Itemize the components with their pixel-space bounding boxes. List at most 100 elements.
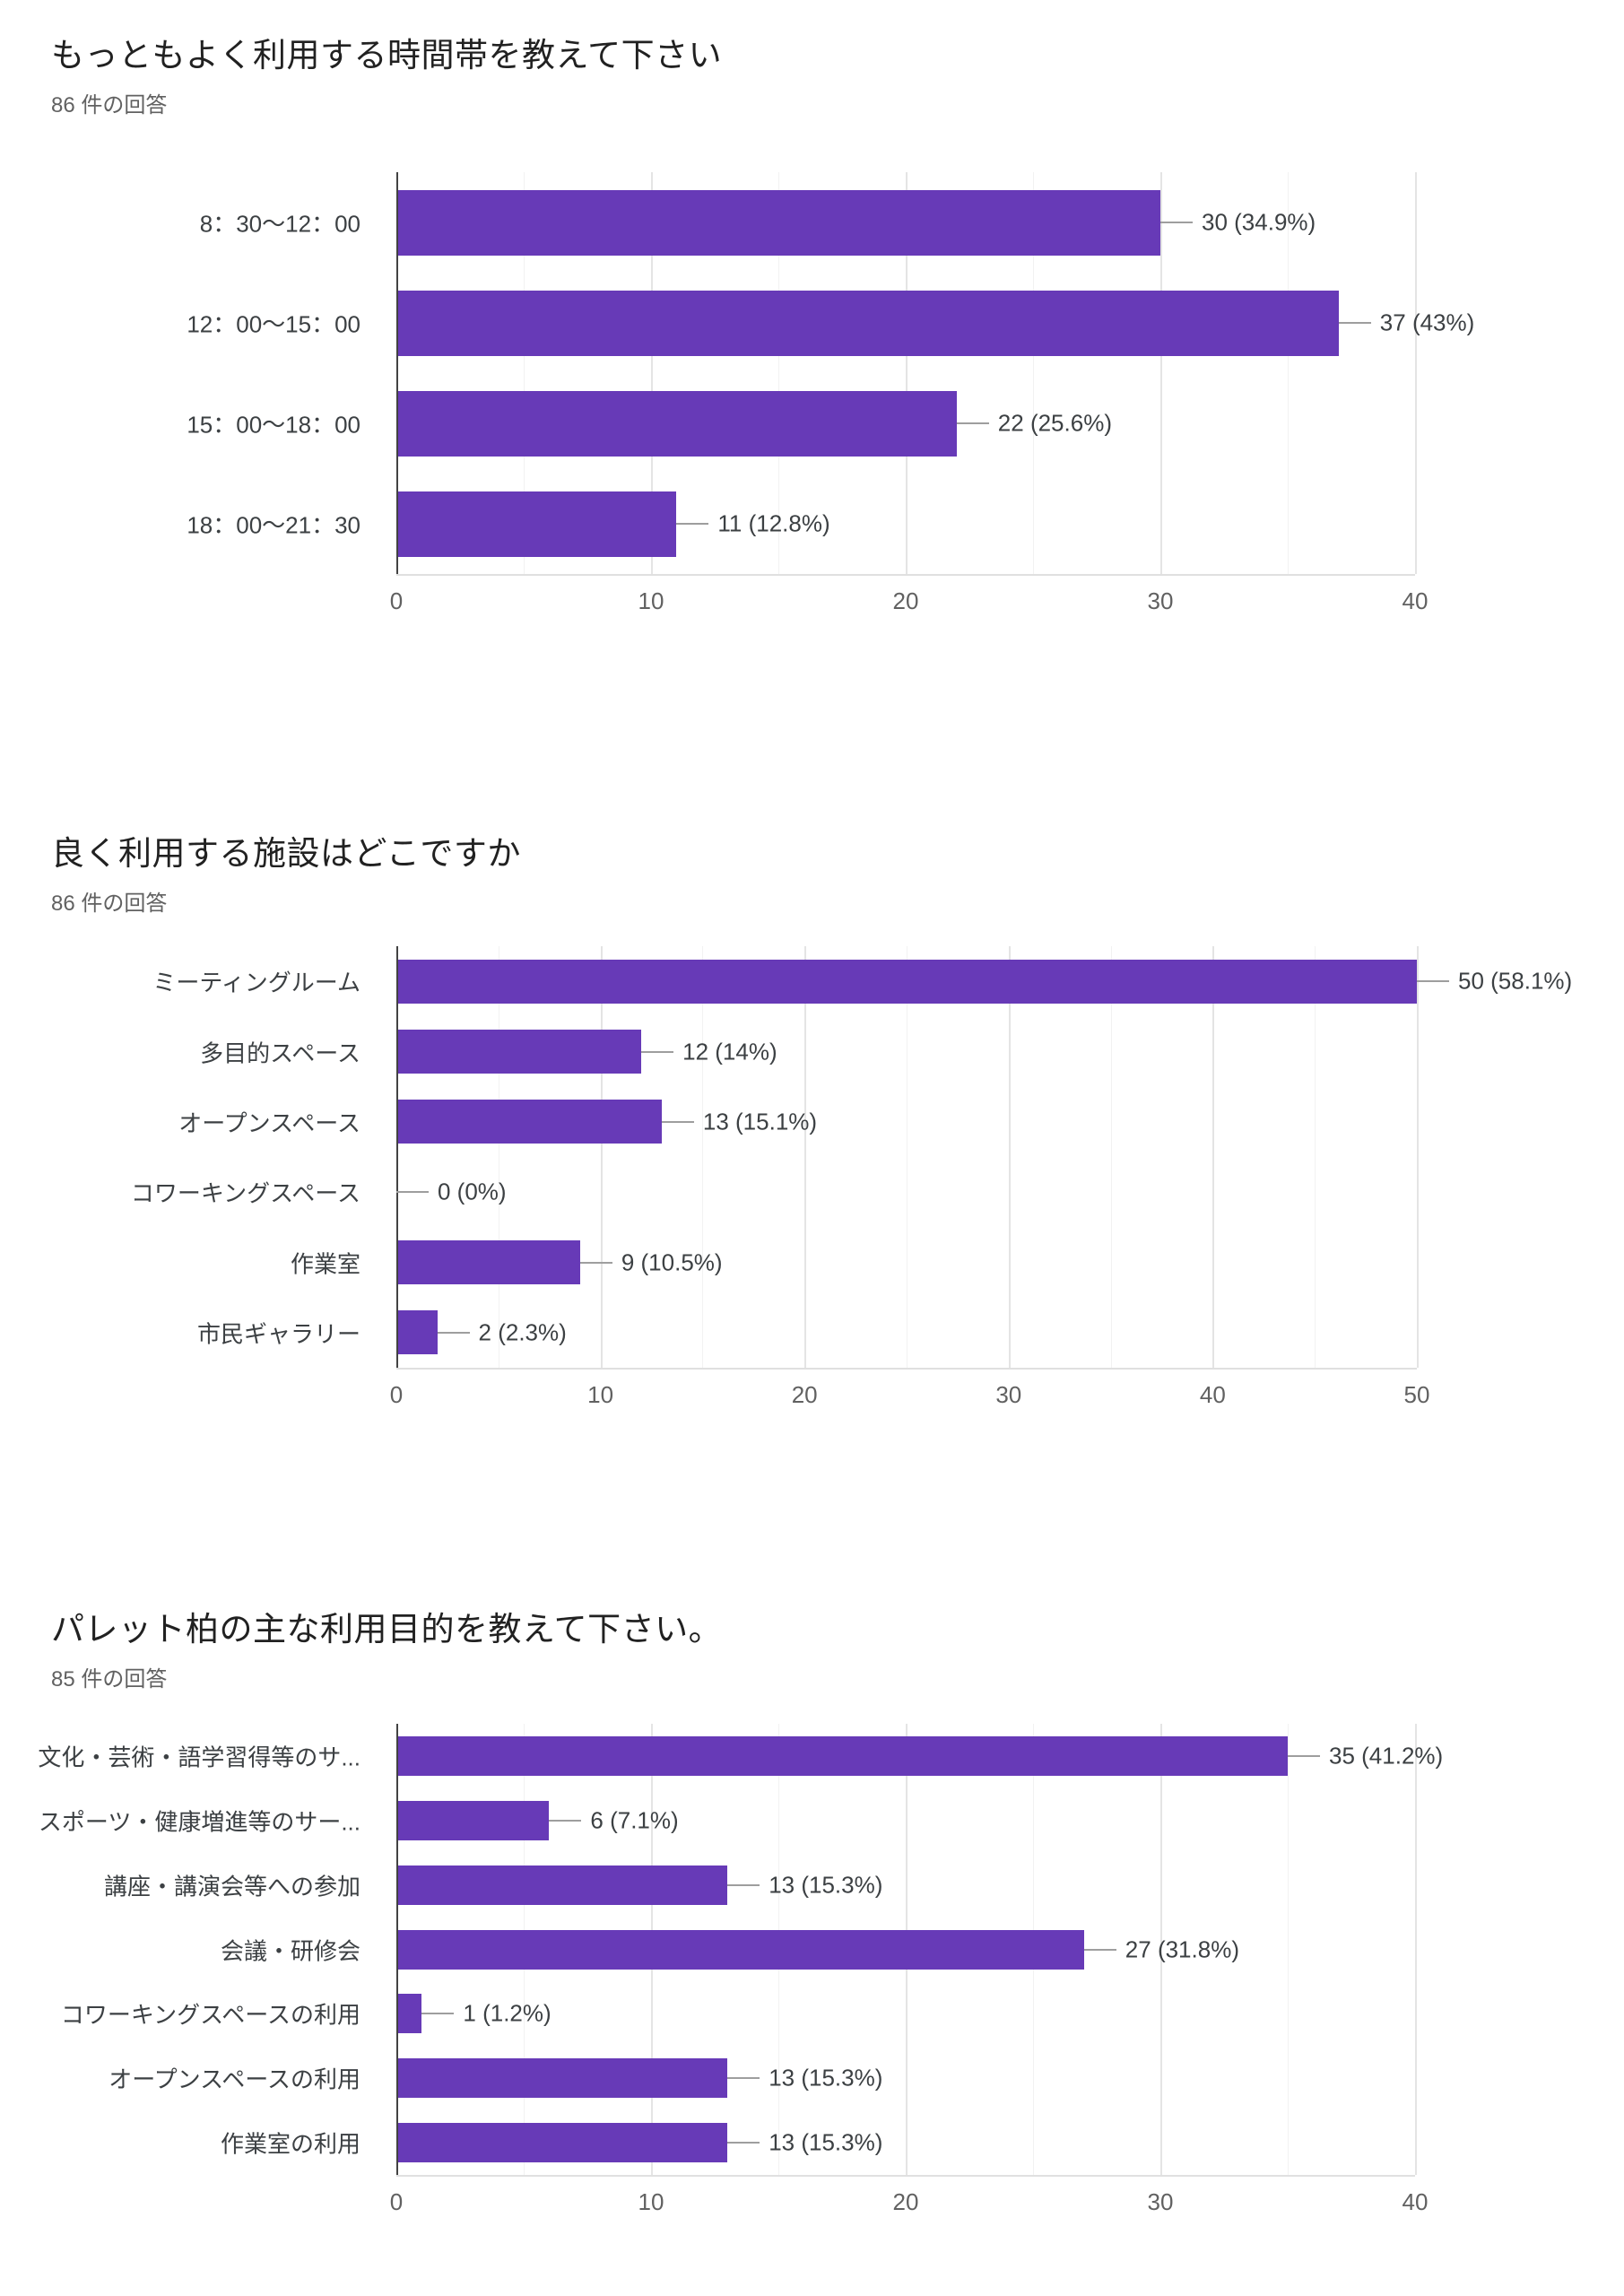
category-label: 作業室: [290, 1250, 360, 1277]
chart-main-purpose: パレット柏の主な利用目的を教えて下さい。 85 件の回答 0 10 20 30 40 文化…: [0, 1596, 1624, 2278]
minor-gridline: [1288, 172, 1289, 574]
value-label: 11 (12.8%): [717, 509, 830, 537]
category-label: 会議・研修会: [220, 1937, 360, 1964]
bar: [398, 1030, 642, 1074]
major-gridline: [1008, 946, 1011, 1368]
category-label: 文化・芸術・語学習得等のサ...: [38, 1744, 360, 1771]
x-tick-label: 40: [1199, 1381, 1226, 1408]
major-gridline: [1415, 1724, 1417, 2175]
value-label: 27 (31.8%): [1125, 1935, 1239, 1962]
value-connector-line: [437, 1331, 470, 1334]
value-connector-line: [641, 1050, 674, 1053]
major-gridline: [906, 172, 908, 574]
bar: [398, 1735, 1288, 1776]
x-tick-label: 10: [587, 1381, 614, 1408]
x-tick-label: 30: [1147, 2188, 1174, 2215]
value-connector-line: [549, 1819, 582, 1822]
y-axis-line: [396, 172, 398, 574]
value-label: 13 (15.3%): [769, 1871, 883, 1899]
bar: [398, 1240, 580, 1284]
value-label: 2 (2.3%): [478, 1318, 567, 1346]
category-label: コワーキングスペースの利用: [60, 2001, 360, 2029]
x-tick-label: 40: [1402, 2188, 1429, 2215]
minor-gridline: [778, 172, 779, 574]
x-tick-label: 0: [389, 2188, 404, 2215]
value-label: 30 (34.9%): [1202, 208, 1316, 236]
value-label: 37 (43%): [1379, 309, 1475, 336]
category-label: 多目的スペース: [200, 1039, 360, 1066]
minor-gridline: [524, 172, 525, 574]
value-label: 6 (7.1%): [590, 1806, 679, 1834]
value-connector-line: [956, 422, 989, 424]
value-connector-line: [1288, 1754, 1320, 1757]
bar: [398, 1929, 1084, 1970]
major-gridline: [651, 172, 653, 574]
value-connector-line: [1083, 1948, 1116, 1951]
bar: [398, 1310, 438, 1355]
value-connector-line: [676, 523, 709, 525]
chart-title: もっともよく利用する時間帯を教えて下さい: [51, 37, 723, 74]
value-label: 9 (10.5%): [621, 1248, 723, 1275]
bar: [398, 2123, 728, 2163]
bar: [398, 1800, 550, 1840]
x-tick-label: 0: [389, 1381, 404, 1408]
x-tick-label: 50: [1403, 1381, 1430, 1408]
bar: [398, 1100, 662, 1144]
value-connector-line: [579, 1261, 612, 1264]
major-gridline: [804, 946, 807, 1368]
category-label: スポーツ・健康増進等のサー...: [38, 1808, 360, 1836]
value-connector-line: [421, 2013, 455, 2015]
x-axis-baseline: [396, 1368, 1417, 1370]
x-tick-label: 10: [638, 2188, 664, 2215]
chart-title: 良く利用する施設はどこですか: [51, 835, 521, 872]
minor-gridline: [1315, 946, 1316, 1368]
chart-most-used-facility: 良く利用する施設はどこですか 86 件の回答 0 10 20 30 40 50 ミーティング…: [0, 821, 1624, 1466]
response-count: 86 件の回答: [51, 93, 168, 117]
major-gridline: [1212, 946, 1215, 1368]
bar: [398, 290, 1339, 356]
value-connector-line: [661, 1120, 694, 1123]
value-label: 35 (41.2%): [1329, 1742, 1444, 1770]
value-label: 50 (58.1%): [1458, 967, 1573, 995]
major-gridline: [1160, 1724, 1162, 2175]
chart-title: パレット柏の主な利用目的を教えて下さい。: [51, 1611, 723, 1648]
major-gridline: [1160, 172, 1162, 574]
minor-gridline: [702, 946, 704, 1368]
x-tick-label: 40: [1402, 587, 1429, 614]
value-connector-line: [727, 2142, 760, 2144]
category-label: 15：00〜18：00: [187, 411, 360, 439]
chart-most-used-timeband: もっともよく利用する時間帯を教えて下さい 86 件の回答 0 10 20 30 40 8：…: [0, 22, 1624, 673]
bar: [398, 1865, 728, 1905]
response-count: 85 件の回答: [51, 1667, 168, 1692]
bar: [398, 2058, 728, 2099]
category-label: オープンスペース: [178, 1109, 360, 1137]
y-axis-line: [396, 1724, 398, 2175]
bar: [398, 390, 957, 457]
major-gridline: [600, 946, 603, 1368]
value-connector-line: [1417, 980, 1449, 983]
category-label: 18：00〜21：30: [187, 511, 360, 539]
x-tick-label: 30: [1147, 587, 1174, 614]
value-label: 13 (15.3%): [769, 2064, 883, 2092]
value-connector-line: [727, 1883, 760, 1886]
major-gridline: [1417, 946, 1419, 1368]
value-label: 0 (0%): [438, 1178, 507, 1205]
minor-gridline: [1033, 172, 1034, 574]
category-label: 市民ギャラリー: [196, 1320, 360, 1348]
bar: [398, 491, 677, 557]
value-label: 12 (14%): [682, 1038, 777, 1065]
x-tick-label: 30: [995, 1381, 1022, 1408]
x-axis-baseline: [396, 574, 1415, 576]
value-label: 13 (15.1%): [702, 1108, 818, 1135]
response-count: 86 件の回答: [51, 891, 168, 916]
minor-gridline: [1110, 946, 1112, 1368]
value-label: 22 (25.6%): [997, 409, 1112, 437]
category-label: オープンスペースの利用: [109, 2066, 360, 2093]
x-tick-label: 10: [638, 587, 664, 614]
bar: [398, 959, 1417, 1004]
value-connector-line: [1160, 222, 1193, 223]
x-tick-label: 20: [892, 2188, 919, 2215]
minor-gridline: [907, 946, 908, 1368]
bar: [398, 1994, 422, 2034]
